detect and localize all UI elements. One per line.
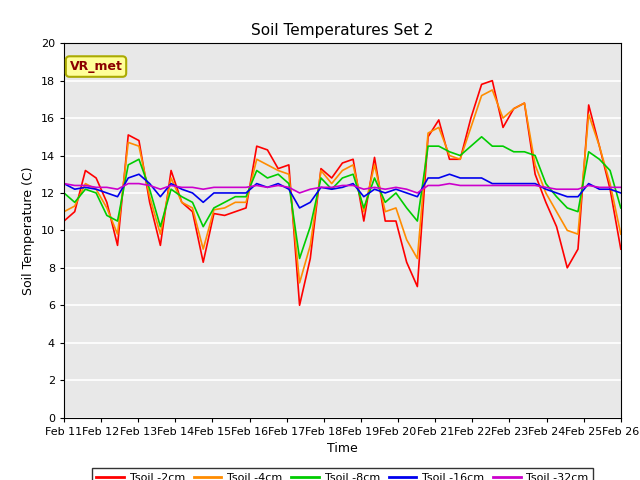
Tsoil -8cm — [510, 149, 518, 155]
Tsoil -4cm — [296, 280, 303, 286]
Tsoil -16cm — [510, 181, 518, 187]
Tsoil -8cm — [60, 190, 68, 196]
Tsoil -2cm — [392, 218, 400, 224]
Tsoil -8cm — [403, 205, 410, 211]
Tsoil -2cm — [617, 246, 625, 252]
Title: Soil Temperatures Set 2: Soil Temperatures Set 2 — [252, 23, 433, 38]
Tsoil -8cm — [392, 190, 400, 196]
Tsoil -8cm — [477, 134, 485, 140]
Tsoil -32cm — [296, 190, 303, 196]
Tsoil -2cm — [510, 106, 518, 112]
Tsoil -8cm — [435, 143, 443, 149]
Line: Tsoil -8cm: Tsoil -8cm — [64, 137, 621, 258]
Tsoil -4cm — [435, 125, 443, 131]
Legend: Tsoil -2cm, Tsoil -4cm, Tsoil -8cm, Tsoil -16cm, Tsoil -32cm: Tsoil -2cm, Tsoil -4cm, Tsoil -8cm, Tsoi… — [92, 468, 593, 480]
Tsoil -2cm — [424, 134, 432, 140]
Tsoil -8cm — [424, 143, 432, 149]
Text: VR_met: VR_met — [70, 60, 122, 73]
Tsoil -4cm — [210, 207, 218, 213]
Tsoil -16cm — [617, 190, 625, 196]
Tsoil -16cm — [60, 181, 68, 187]
Tsoil -32cm — [617, 184, 625, 190]
Tsoil -16cm — [413, 194, 421, 200]
Tsoil -8cm — [617, 205, 625, 211]
Line: Tsoil -4cm: Tsoil -4cm — [64, 90, 621, 283]
Tsoil -16cm — [435, 175, 443, 181]
Tsoil -16cm — [296, 205, 303, 211]
Tsoil -4cm — [617, 231, 625, 237]
Tsoil -16cm — [221, 190, 228, 196]
Tsoil -4cm — [403, 237, 410, 243]
Line: Tsoil -32cm: Tsoil -32cm — [64, 184, 621, 193]
Tsoil -4cm — [424, 130, 432, 136]
Tsoil -32cm — [210, 184, 218, 190]
Tsoil -4cm — [510, 106, 518, 112]
Tsoil -32cm — [392, 184, 400, 190]
Tsoil -2cm — [210, 211, 218, 216]
Tsoil -2cm — [435, 117, 443, 123]
Tsoil -2cm — [296, 302, 303, 308]
Tsoil -16cm — [403, 190, 410, 196]
Tsoil -4cm — [60, 209, 68, 215]
Tsoil -2cm — [403, 259, 410, 265]
Line: Tsoil -2cm: Tsoil -2cm — [64, 81, 621, 305]
Tsoil -32cm — [563, 186, 571, 192]
Line: Tsoil -16cm: Tsoil -16cm — [64, 174, 621, 208]
Y-axis label: Soil Temperature (C): Soil Temperature (C) — [22, 166, 35, 295]
Tsoil -2cm — [60, 218, 68, 224]
Tsoil -2cm — [488, 78, 496, 84]
Tsoil -32cm — [424, 182, 432, 188]
X-axis label: Time: Time — [327, 442, 358, 455]
Tsoil -4cm — [392, 205, 400, 211]
Tsoil -16cm — [135, 171, 143, 177]
Tsoil -32cm — [60, 181, 68, 187]
Tsoil -8cm — [210, 205, 218, 211]
Tsoil -16cm — [445, 171, 453, 177]
Tsoil -4cm — [488, 87, 496, 93]
Tsoil -8cm — [296, 255, 303, 261]
Tsoil -32cm — [403, 186, 410, 192]
Tsoil -32cm — [499, 182, 507, 188]
